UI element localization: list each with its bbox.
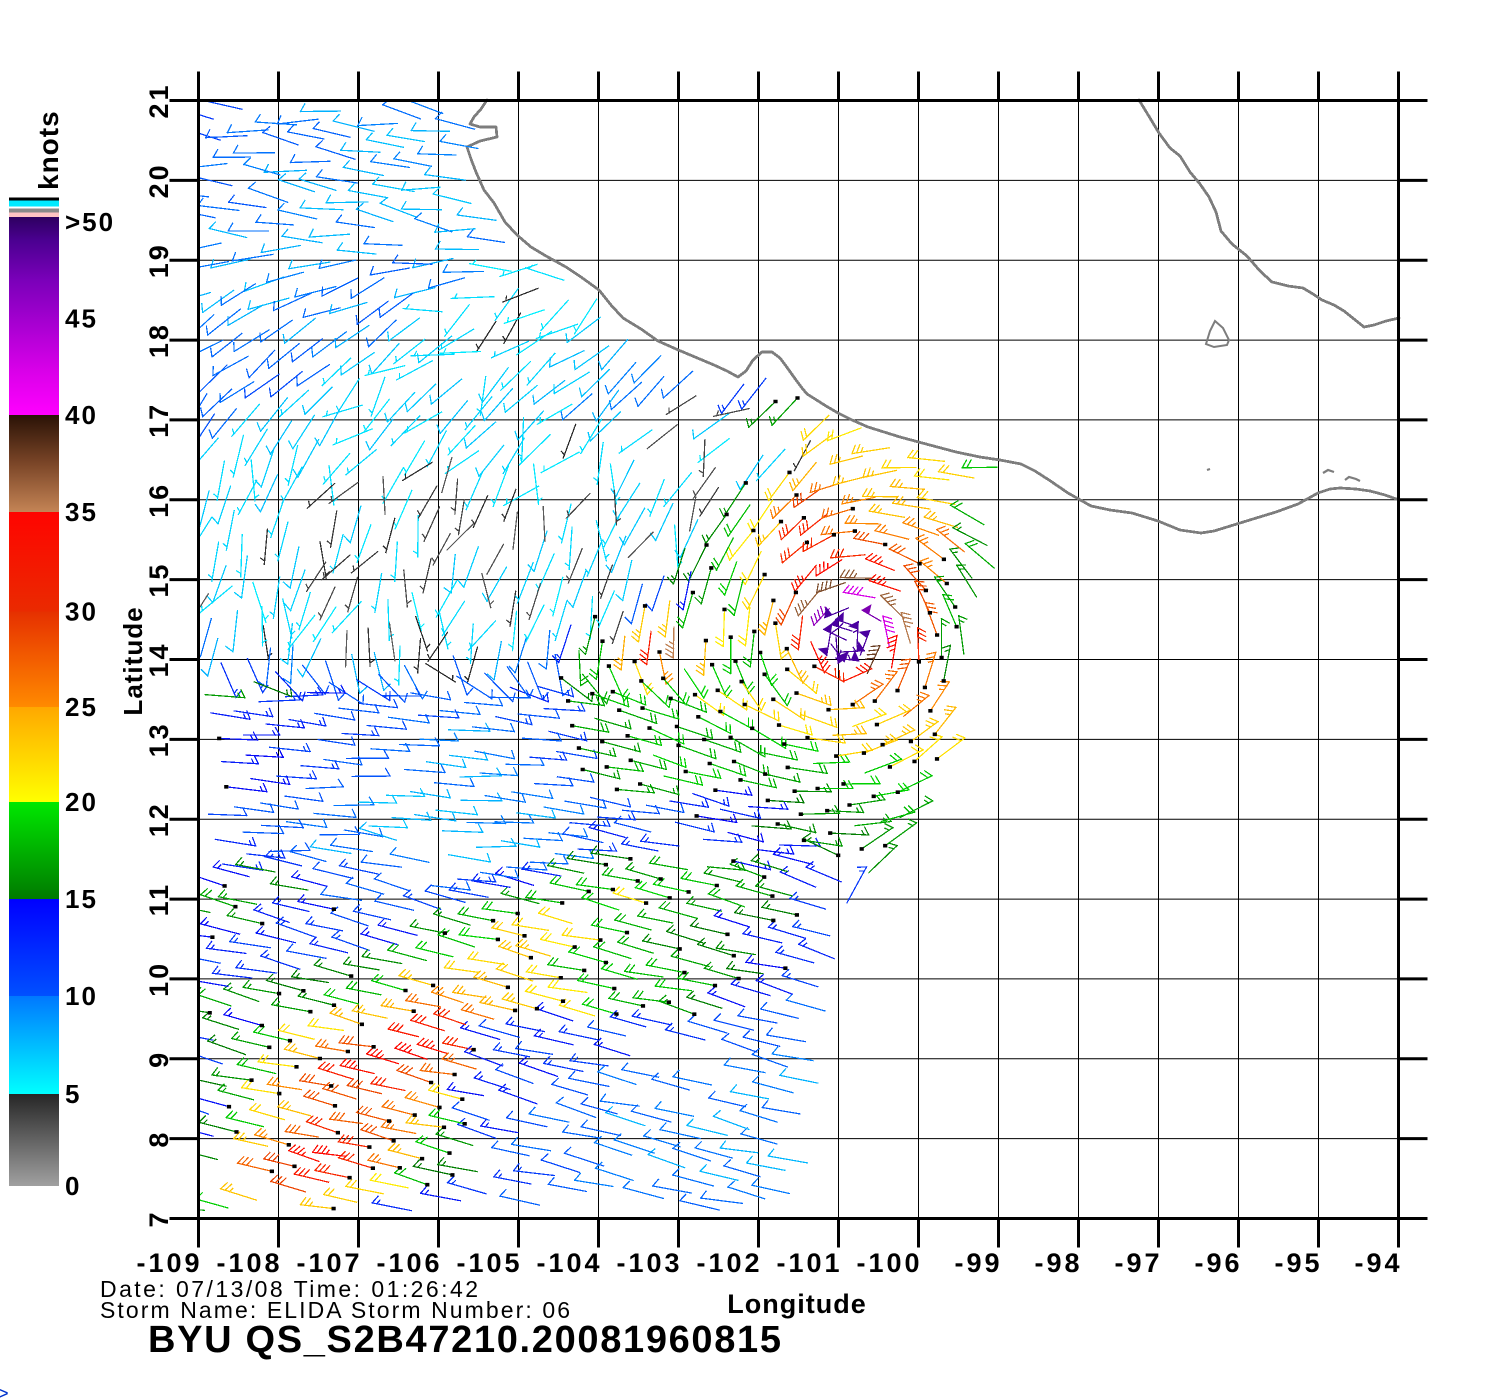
- svg-text:30: 30: [65, 597, 98, 627]
- svg-text:12: 12: [144, 801, 174, 837]
- svg-text:45: 45: [65, 304, 98, 334]
- svg-text:19: 19: [144, 242, 174, 278]
- svg-text:-94: -94: [1354, 1248, 1402, 1278]
- svg-text:BYU QS_S2B47210.20081960815: BYU QS_S2B47210.20081960815: [148, 1319, 781, 1361]
- svg-text:7: 7: [144, 1209, 174, 1227]
- svg-text:10: 10: [65, 981, 98, 1011]
- svg-text:8: 8: [144, 1130, 174, 1148]
- svg-text:-100: -100: [856, 1248, 922, 1278]
- svg-text:15: 15: [65, 884, 98, 914]
- svg-text:-95: -95: [1274, 1248, 1322, 1278]
- svg-text:-96: -96: [1194, 1248, 1242, 1278]
- svg-text:20: 20: [65, 787, 98, 817]
- svg-text:-108: -108: [216, 1248, 282, 1278]
- svg-text:Latitude: Latitude: [118, 606, 148, 715]
- svg-text:-102: -102: [696, 1248, 762, 1278]
- svg-text:13: 13: [144, 721, 174, 757]
- svg-text:-104: -104: [536, 1248, 602, 1278]
- svg-text:-109: -109: [136, 1248, 202, 1278]
- svg-text:11: 11: [144, 882, 174, 917]
- svg-text:-105: -105: [456, 1248, 522, 1278]
- svg-text:16: 16: [144, 482, 174, 518]
- svg-text:21: 21: [144, 82, 174, 118]
- svg-text:>: >: [0, 1383, 9, 1400]
- svg-text:-101: -101: [776, 1248, 842, 1278]
- svg-text:35: 35: [65, 497, 98, 527]
- svg-text:15: 15: [144, 562, 174, 598]
- svg-text:10: 10: [144, 961, 174, 997]
- svg-text:20: 20: [144, 162, 174, 198]
- svg-text:14: 14: [144, 641, 174, 677]
- svg-text:9: 9: [144, 1050, 174, 1068]
- svg-text:0: 0: [65, 1171, 81, 1201]
- svg-text:Longitude: Longitude: [727, 1289, 866, 1319]
- svg-text:40: 40: [65, 400, 98, 430]
- svg-text:-106: -106: [376, 1248, 442, 1278]
- svg-text:25: 25: [65, 692, 98, 722]
- svg-text:Date: 07/13/08 Time: 01:2: Date: 07/13/08 Time: 01:26:42: [100, 1276, 478, 1302]
- svg-text:-98: -98: [1034, 1248, 1082, 1278]
- svg-text:>50: >50: [65, 207, 115, 237]
- svg-text:17: 17: [144, 402, 174, 438]
- svg-text:-97: -97: [1114, 1248, 1162, 1278]
- svg-text:-103: -103: [616, 1248, 682, 1278]
- svg-text:5: 5: [65, 1079, 81, 1109]
- svg-text:knots: knots: [33, 110, 64, 190]
- svg-text:-99: -99: [954, 1248, 1002, 1278]
- svg-text:18: 18: [144, 322, 174, 358]
- svg-text:-107: -107: [296, 1248, 362, 1278]
